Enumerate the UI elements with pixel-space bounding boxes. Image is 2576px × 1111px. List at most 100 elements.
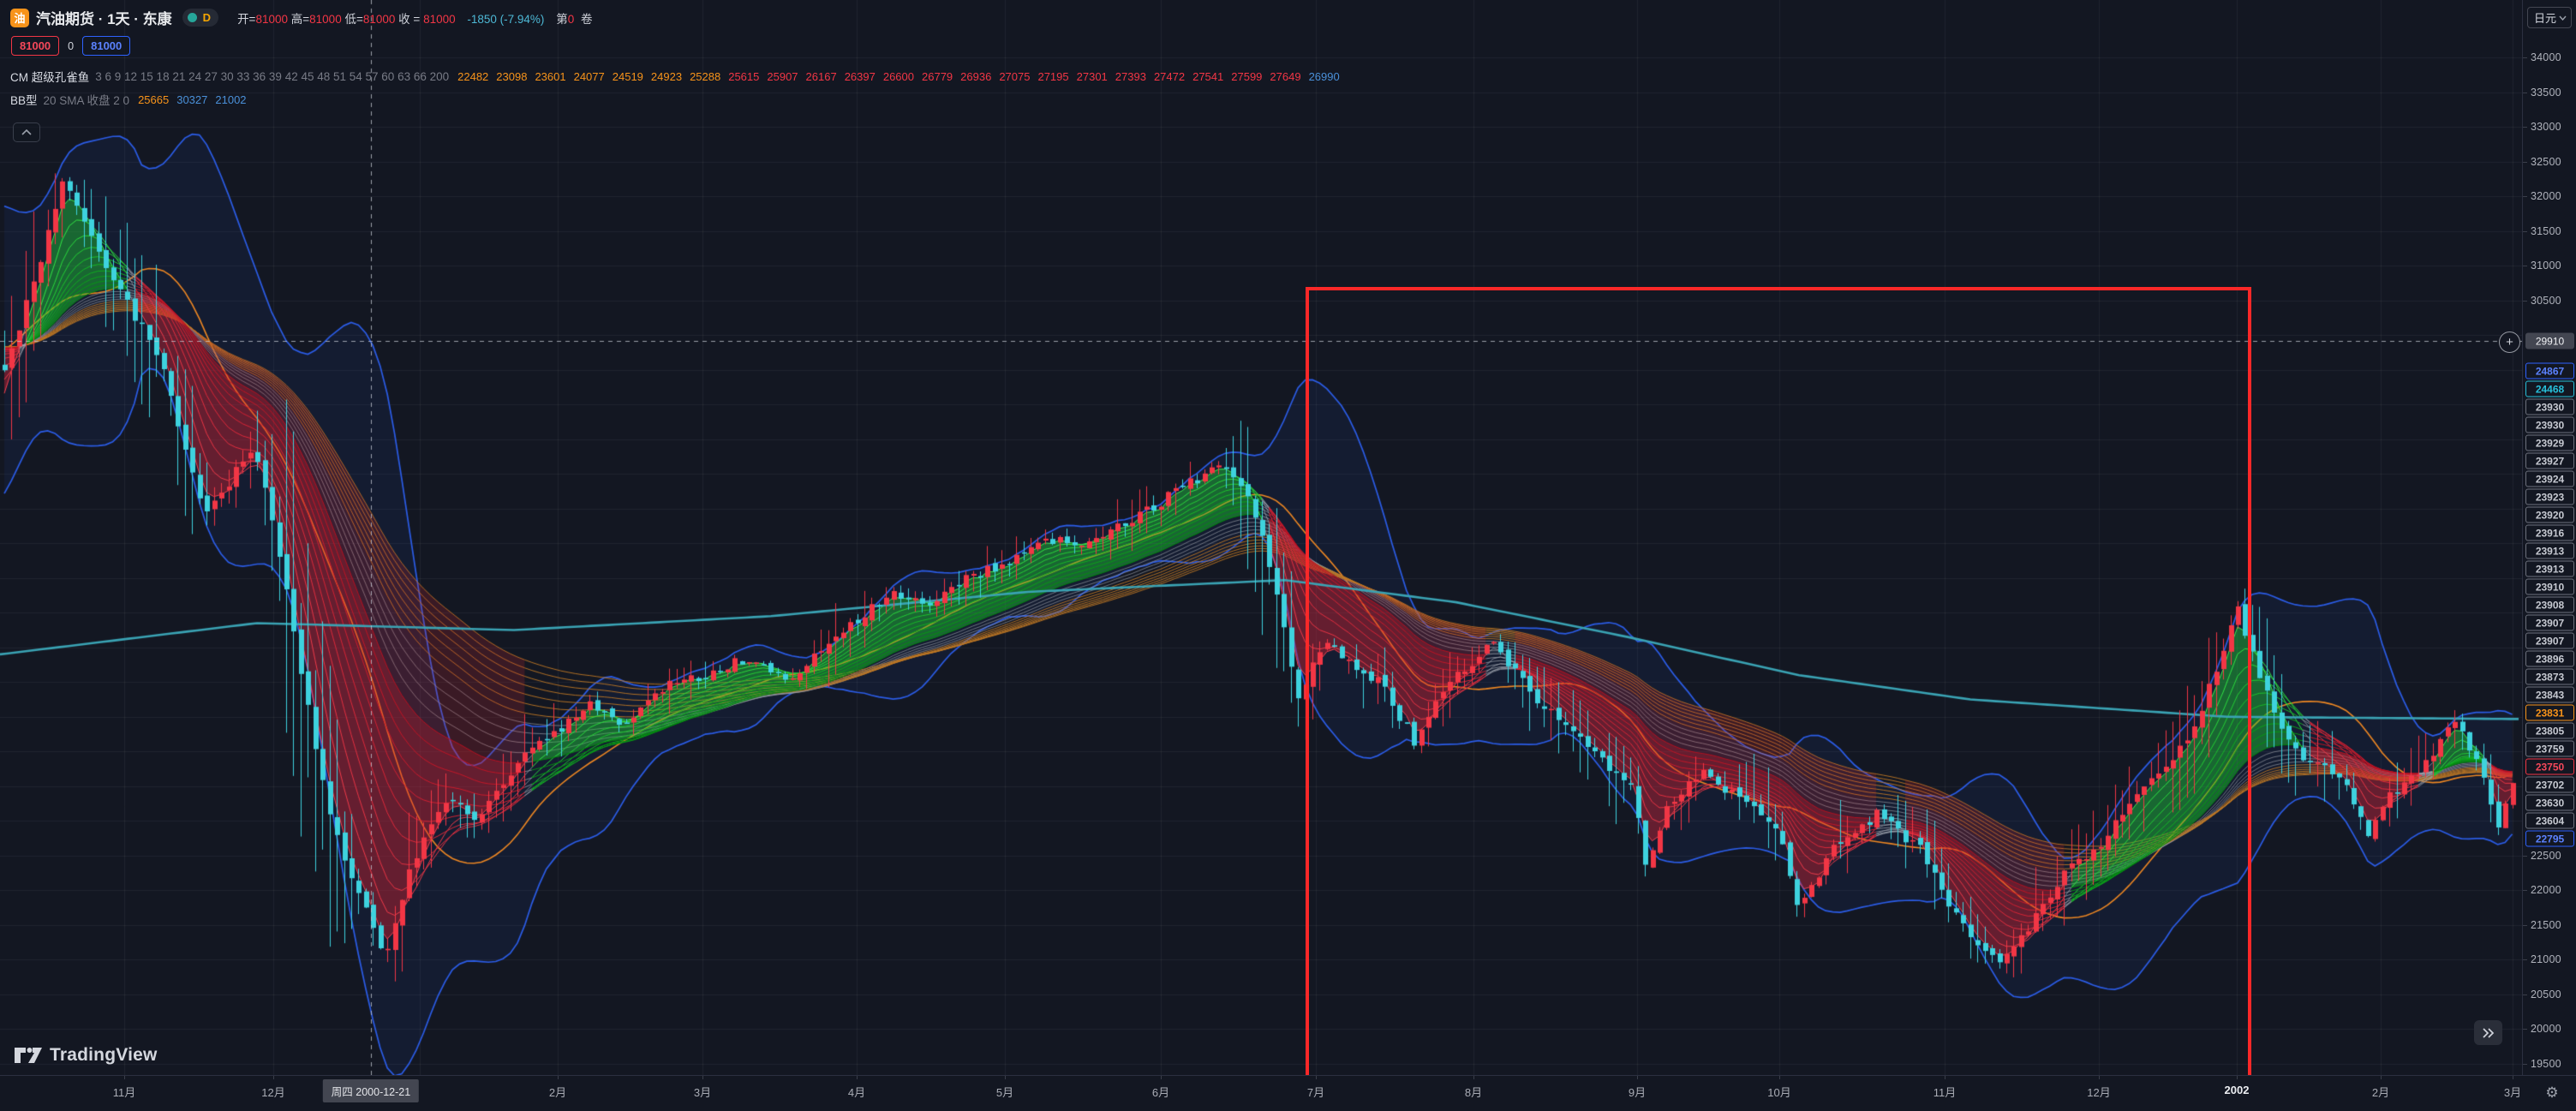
price-tick-label: 19500 xyxy=(2531,1057,2561,1070)
time-tick-label: 3月 xyxy=(693,1086,712,1099)
crosshair-date-badge: 周四 2000-12-21 xyxy=(322,1079,420,1102)
indicator-price-badge: 23913 xyxy=(2525,542,2574,559)
price-tick-mark xyxy=(2523,924,2527,926)
time-tick-label: 11月 xyxy=(1933,1086,1957,1099)
time-tick-label: 8月 xyxy=(1464,1086,1483,1099)
interval-pill[interactable]: D xyxy=(182,9,219,27)
guppy-value: 27599 xyxy=(1231,69,1263,83)
legend-collapse-button[interactable] xyxy=(13,122,40,142)
guppy-value: 23601 xyxy=(535,69,566,83)
price-tick-mark xyxy=(2523,855,2527,857)
currency-selector[interactable]: 日元 xyxy=(2527,7,2572,28)
guppy-indicator-params: 3 6 9 12 15 18 21 24 27 30 33 36 39 42 4… xyxy=(95,69,450,83)
bb-indicator-name[interactable]: BB型 xyxy=(10,94,38,107)
guppy-value: 24519 xyxy=(612,69,643,83)
price-tick-label: 30500 xyxy=(2531,294,2561,307)
indicator-price-badge: 23927 xyxy=(2525,452,2574,469)
gear-icon[interactable]: ⚙ xyxy=(2545,1084,2559,1101)
time-tick-mark xyxy=(2237,1076,2238,1079)
price-tick-label: 21000 xyxy=(2531,953,2561,966)
price-tick-mark xyxy=(2523,57,2527,58)
price-tick-label: 31000 xyxy=(2531,260,2561,272)
time-tick-label: 2月 xyxy=(2371,1086,2390,1099)
symbol-title[interactable]: 汽油期货 · 1天 · 东康 xyxy=(36,11,172,27)
guppy-value: 27649 xyxy=(1270,69,1301,83)
indicator-price-badge: 24867 xyxy=(2525,362,2574,379)
bb-indicator-params: 20 SMA 收盘 2 0 xyxy=(43,94,130,107)
time-tick-mark xyxy=(273,1076,274,1079)
price-tick-label: 32500 xyxy=(2531,155,2561,168)
price-tick-mark xyxy=(2523,1063,2527,1065)
buy-price-badge[interactable]: 81000 xyxy=(82,36,131,56)
market-status-dot-icon xyxy=(187,13,197,22)
sell-price-badge[interactable]: 81000 xyxy=(11,36,60,56)
price-tick-label: 34000 xyxy=(2531,51,2561,63)
high-value: 81000 xyxy=(309,12,342,26)
spread-value: 0 xyxy=(68,39,75,52)
guppy-value: 27301 xyxy=(1076,69,1108,83)
indicator-price-badge: 23930 xyxy=(2525,398,2574,415)
time-tick-mark xyxy=(2381,1076,2382,1079)
guppy-value: 27075 xyxy=(999,69,1031,83)
indicator-price-badge: 23843 xyxy=(2525,686,2574,703)
price-chart-canvas[interactable] xyxy=(0,0,2522,1075)
red-rectangle-annotation[interactable] xyxy=(1306,287,2251,1085)
close-label: 收 = xyxy=(398,12,424,26)
time-tick-label: 10月 xyxy=(1767,1086,1791,1099)
indicator-price-badge: 23913 xyxy=(2525,560,2574,577)
price-tick-mark xyxy=(2523,959,2527,961)
interval-label: D xyxy=(202,11,212,24)
indicator-price-badge: 23805 xyxy=(2525,722,2574,739)
guppy-value: 26167 xyxy=(805,69,837,83)
indicator-price-badge: 23896 xyxy=(2525,650,2574,667)
order-badges-row: 81000 0 81000 xyxy=(11,36,1348,56)
price-tick-mark xyxy=(2523,196,2527,198)
high-label: 高= xyxy=(290,12,310,26)
price-tick-label: 31500 xyxy=(2531,224,2561,237)
volume-suffix: 卷 xyxy=(580,12,593,26)
guppy-legend-row[interactable]: CM 超级孔雀鱼 3 6 9 12 15 18 21 24 27 30 33 3… xyxy=(10,68,1348,85)
bb-legend-row[interactable]: BB型 20 SMA 收盘 2 0 25665 30327 21002 xyxy=(10,91,1348,108)
time-axis[interactable]: 11月 12月 2月 3月 4月 5月 6月 7月 8月 9月 10月 11月 12月 2002 2月 3月 周… xyxy=(0,1075,2576,1111)
indicator-price-badge: 23873 xyxy=(2525,668,2574,685)
time-tick-label: 2002 xyxy=(2224,1084,2250,1096)
price-tick-label: 32000 xyxy=(2531,190,2561,203)
time-tick-mark xyxy=(702,1076,703,1079)
scroll-to-realtime-button[interactable] xyxy=(2474,1020,2502,1045)
price-tick-label: 33500 xyxy=(2531,86,2561,99)
indicator-price-badge: 23907 xyxy=(2525,632,2574,649)
guppy-value: 26397 xyxy=(844,69,876,83)
guppy-value: 23098 xyxy=(496,69,528,83)
close-value: 81000 xyxy=(423,12,456,26)
guppy-value: 25615 xyxy=(728,69,760,83)
guppy-value: 27541 xyxy=(1192,69,1224,83)
indicator-price-badge: 23924 xyxy=(2525,470,2574,487)
tradingview-logo[interactable]: TradingView xyxy=(14,1045,158,1066)
tradingview-logo-text: TradingView xyxy=(50,1045,158,1065)
open-label: 开= xyxy=(237,12,256,26)
indicator-price-badge: 23929 xyxy=(2525,434,2574,451)
guppy-indicator-name[interactable]: CM 超级孔雀鱼 xyxy=(10,71,90,84)
guppy-values: 22482 23098 23601 24077 24519 24923 25288 25615… xyxy=(457,70,1348,83)
guppy-value: 26779 xyxy=(922,69,953,83)
price-tick-label: 33000 xyxy=(2531,121,2561,134)
indicator-price-badge: 23916 xyxy=(2525,524,2574,541)
time-tick-label: 5月 xyxy=(995,1086,1014,1099)
time-tick-label: 7月 xyxy=(1306,1086,1325,1099)
price-axis[interactable]: 日元 34000 33500 33000 32500 32000 31500 31000 30… xyxy=(2522,0,2576,1075)
price-tick-label: 22000 xyxy=(2531,884,2561,897)
time-tick-mark xyxy=(1779,1076,1780,1079)
price-tick-label: 20000 xyxy=(2531,1023,2561,1036)
guppy-value: 26600 xyxy=(882,69,914,83)
tradingview-mark-icon xyxy=(15,1048,42,1063)
guppy-value: 25907 xyxy=(767,69,798,83)
bb-value: 21002 xyxy=(215,93,247,106)
crosshair-price-badge: 29910 xyxy=(2525,332,2574,349)
indicator-price-badge: 23930 xyxy=(2525,416,2574,433)
low-label: 低= xyxy=(344,12,363,26)
low-value: 81000 xyxy=(362,12,396,26)
add-alert-plus-icon[interactable]: + xyxy=(2499,332,2520,353)
price-tick-label: 20500 xyxy=(2531,988,2561,1000)
indicator-price-badge: 23910 xyxy=(2525,578,2574,595)
currency-label: 日元 xyxy=(2534,12,2557,25)
